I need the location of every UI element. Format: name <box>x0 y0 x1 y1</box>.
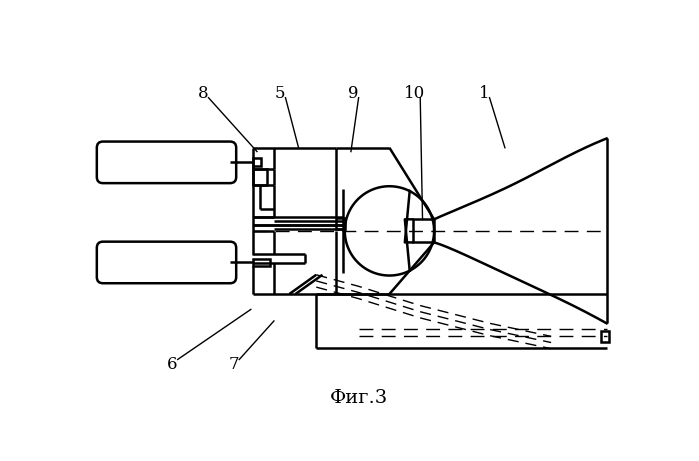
Text: 7: 7 <box>229 356 239 373</box>
Bar <box>253 159 261 166</box>
Text: Фиг.3: Фиг.3 <box>329 389 388 407</box>
Text: 10: 10 <box>404 85 426 102</box>
Text: 8: 8 <box>198 85 208 102</box>
Bar <box>336 218 345 229</box>
Bar <box>412 219 434 242</box>
Bar <box>601 331 609 342</box>
Bar <box>253 169 267 185</box>
Text: 1: 1 <box>479 85 489 102</box>
Text: 6: 6 <box>167 356 178 373</box>
Text: 5: 5 <box>275 85 285 102</box>
Bar <box>253 259 270 266</box>
Text: 9: 9 <box>348 85 359 102</box>
